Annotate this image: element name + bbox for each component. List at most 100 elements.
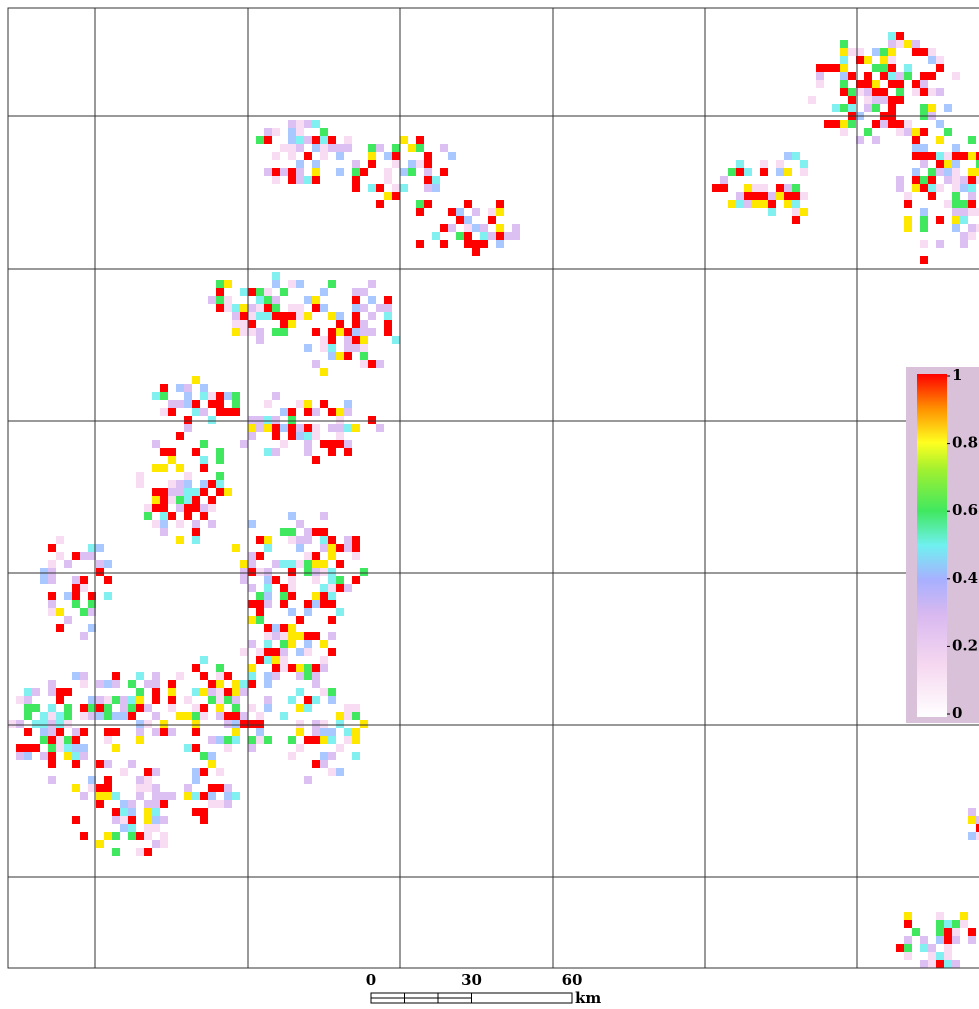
raster-cell <box>288 608 296 616</box>
raster-cell <box>912 184 920 192</box>
raster-cell <box>912 144 920 152</box>
raster-cell <box>128 712 136 720</box>
raster-cell <box>168 448 176 456</box>
raster-cell <box>168 688 176 696</box>
raster-cell <box>248 704 256 712</box>
raster-cell <box>360 352 368 360</box>
raster-cell <box>24 744 32 752</box>
raster-cell <box>264 592 272 600</box>
raster-cell <box>224 488 232 496</box>
raster-cell <box>192 376 200 384</box>
raster-cell <box>360 168 368 176</box>
raster-cell <box>912 128 920 136</box>
raster-cell <box>784 200 792 208</box>
raster-cell <box>192 712 200 720</box>
raster-cell <box>496 232 504 240</box>
raster-cell <box>144 824 152 832</box>
raster-cell <box>280 288 288 296</box>
raster-cell <box>296 176 304 184</box>
raster-cell <box>120 816 128 824</box>
raster-cell <box>200 704 208 712</box>
raster-cell <box>328 592 336 600</box>
raster-cell <box>320 440 328 448</box>
raster-cell <box>904 952 912 960</box>
raster-cell <box>272 272 280 280</box>
raster-cell <box>144 512 152 520</box>
raster-cell <box>224 696 232 704</box>
raster-cell <box>232 792 240 800</box>
raster-cell <box>952 208 960 216</box>
raster-cell <box>384 320 392 328</box>
raster-cell <box>272 432 280 440</box>
raster-cell <box>160 384 168 392</box>
raster-cell <box>256 592 264 600</box>
raster-cell <box>408 160 416 168</box>
raster-cell <box>768 192 776 200</box>
raster-cell <box>256 136 264 144</box>
raster-cell <box>192 720 200 728</box>
raster-cell <box>104 712 112 720</box>
raster-cell <box>368 144 376 152</box>
raster-cell <box>936 136 944 144</box>
raster-cell <box>968 184 976 192</box>
raster-cell <box>968 928 976 936</box>
raster-cell <box>296 728 304 736</box>
raster-cell <box>216 448 224 456</box>
raster-cell <box>216 280 224 288</box>
raster-cell <box>312 552 320 560</box>
raster-cell <box>416 136 424 144</box>
raster-cell <box>280 664 288 672</box>
raster-cell <box>256 336 264 344</box>
raster-cell <box>216 304 224 312</box>
raster-cell <box>920 240 928 248</box>
raster-cell <box>296 648 304 656</box>
raster-cell <box>400 184 408 192</box>
raster-cell <box>320 512 328 520</box>
raster-cell <box>312 296 320 304</box>
raster-cell <box>880 96 888 104</box>
raster-cell <box>288 736 296 744</box>
raster-cell <box>264 680 272 688</box>
raster-cell <box>864 72 872 80</box>
raster-cell <box>64 720 72 728</box>
raster-cell <box>760 184 768 192</box>
raster-cell <box>176 400 184 408</box>
raster-cell <box>352 704 360 712</box>
raster-cell <box>416 144 424 152</box>
raster-cell <box>864 80 872 88</box>
raster-cell <box>320 640 328 648</box>
raster-cell <box>248 328 256 336</box>
raster-cell <box>328 344 336 352</box>
raster-cell <box>208 400 216 408</box>
raster-cell <box>136 688 144 696</box>
raster-cell <box>288 584 296 592</box>
raster-cell <box>304 528 312 536</box>
raster-cell <box>848 96 856 104</box>
raster-cell <box>888 56 896 64</box>
raster-cell <box>280 600 288 608</box>
raster-cell <box>928 960 936 968</box>
raster-cell <box>472 248 480 256</box>
raster-cell <box>360 344 368 352</box>
raster-cell <box>200 384 208 392</box>
raster-cell <box>464 240 472 248</box>
raster-cell <box>136 848 144 856</box>
raster-cell <box>952 200 960 208</box>
raster-cell <box>312 360 320 368</box>
raster-cell <box>944 936 952 944</box>
raster-cell <box>152 464 160 472</box>
raster-cell <box>336 328 344 336</box>
raster-cell <box>320 336 328 344</box>
raster-cell <box>296 560 304 568</box>
raster-cell <box>184 488 192 496</box>
raster-cell <box>248 312 256 320</box>
raster-cell <box>272 672 280 680</box>
raster-cell <box>352 184 360 192</box>
raster-cell <box>928 192 936 200</box>
raster-cell <box>352 712 360 720</box>
raster-cell <box>264 304 272 312</box>
raster-cell <box>48 568 56 576</box>
raster-cell <box>752 200 760 208</box>
raster-cell <box>336 416 344 424</box>
raster-cell <box>328 424 336 432</box>
